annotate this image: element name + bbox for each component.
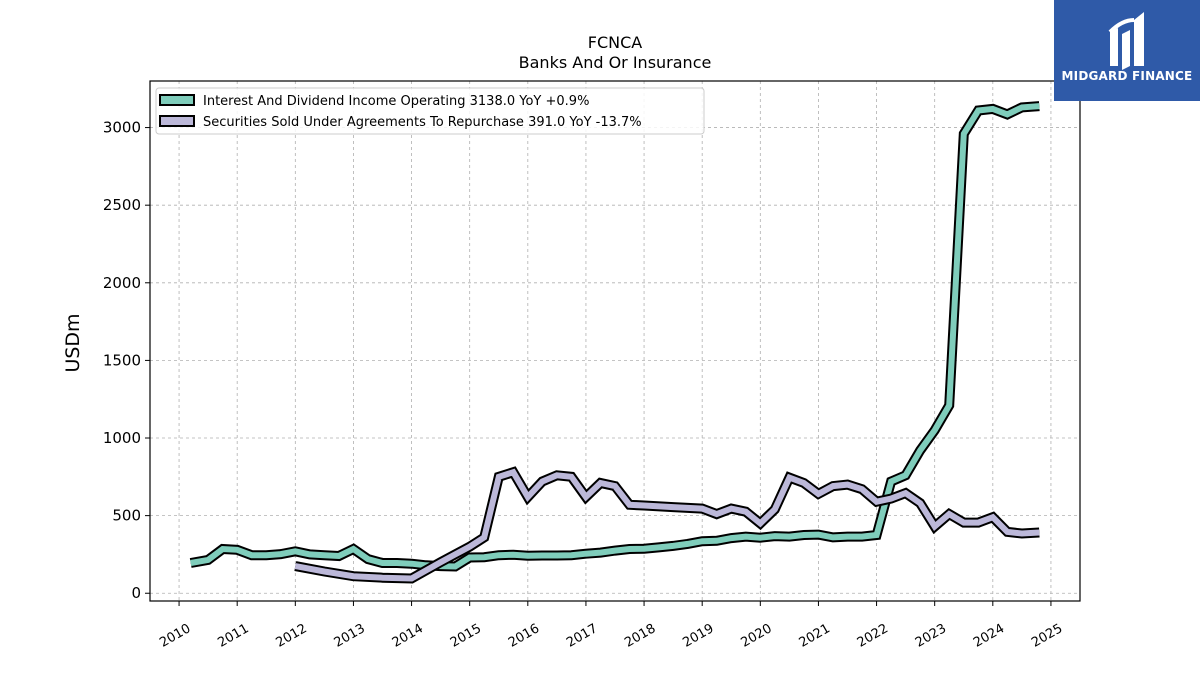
logo-brand-text: MIDGARD FINANCE xyxy=(1061,69,1193,83)
y-tick-label: 2500 xyxy=(103,196,141,214)
y-tick-label: 1000 xyxy=(103,429,141,447)
x-tick-label: 2019 xyxy=(680,621,716,651)
x-tick-label: 2010 xyxy=(157,621,193,651)
chart-subtitle: Banks And Or Insurance xyxy=(519,53,712,72)
legend-label: Interest And Dividend Income Operating 3… xyxy=(203,94,589,109)
x-tick-label: 2012 xyxy=(273,621,309,651)
legend-box xyxy=(155,87,705,135)
x-tick-label: 2021 xyxy=(797,621,833,651)
midgard-finance-logo: MIDGARD FINANCE xyxy=(1054,0,1200,101)
x-tick-label: 2023 xyxy=(913,621,949,651)
series-line-1 xyxy=(189,101,1040,572)
legend: Interest And Dividend Income Operating 3… xyxy=(155,87,705,135)
y-tick-label: 3000 xyxy=(103,119,141,137)
x-tick-label: 2011 xyxy=(215,621,251,651)
series-path xyxy=(190,103,1040,570)
x-tick-label: 2014 xyxy=(390,621,426,651)
x-tick-label: 2022 xyxy=(855,621,891,651)
y-axis-label: USDm xyxy=(62,313,84,372)
plot-frame xyxy=(149,80,1081,602)
legend-swatch xyxy=(159,115,195,127)
x-tick-label: 2025 xyxy=(1029,621,1065,651)
y-tick-label: 0 xyxy=(131,584,141,602)
x-tick-label: 2015 xyxy=(448,621,484,651)
x-tick-label: 2013 xyxy=(332,621,368,651)
series-path xyxy=(294,468,1040,582)
y-axis: 0 500 1000 1500 2000 2500 3000 xyxy=(103,119,150,602)
series-line-2 xyxy=(294,466,1040,584)
x-tick-label: 2020 xyxy=(738,621,774,651)
y-tick-label: 500 xyxy=(112,507,141,525)
y-tick-label: 2000 xyxy=(103,274,141,292)
x-tick-label: 2017 xyxy=(564,621,600,651)
x-axis: 2010 2011 2012 2013 2014 2015 2016 2017 2018 2019… xyxy=(157,601,1065,651)
legend-swatch xyxy=(159,94,195,106)
midgard-logo-icon xyxy=(1108,12,1144,70)
legend-label: Securities Sold Under Agreements To Repu… xyxy=(203,115,642,130)
series-layer xyxy=(189,101,1040,584)
x-tick-label: 2018 xyxy=(622,621,658,651)
y-tick-label: 1500 xyxy=(103,351,141,369)
x-tick-label: 2016 xyxy=(506,621,542,651)
chart-title: FCNCA xyxy=(588,33,643,52)
x-tick-label: 2024 xyxy=(971,621,1007,651)
grid xyxy=(150,81,1080,601)
